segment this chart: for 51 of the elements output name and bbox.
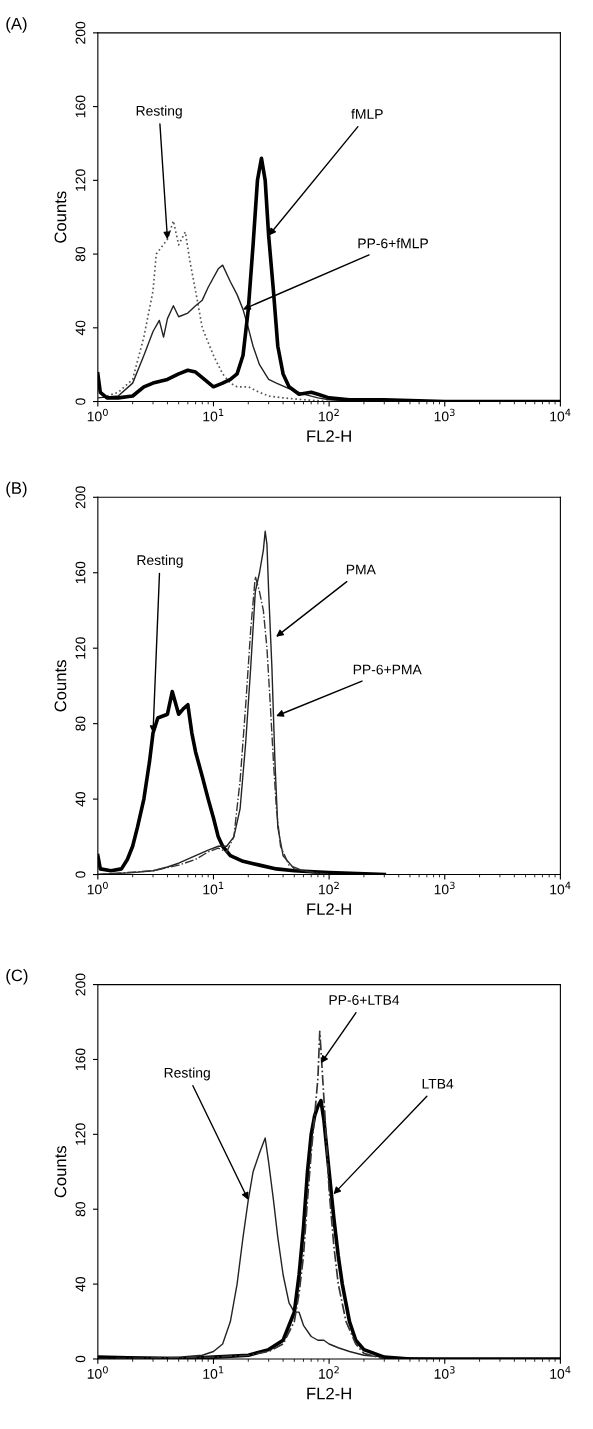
x-axis-title: FL2-H: [307, 430, 351, 442]
x-tick-label: 10$^{3}$: [434, 1366, 455, 1379]
x-tick-label: 10$^{1}$: [203, 1366, 224, 1379]
x-tick-label: 10$^{0}$: [87, 881, 108, 895]
annotation: LTB4: [422, 1079, 454, 1089]
y-tick-label: 200: [75, 973, 86, 996]
y-tick-label: 40: [75, 1276, 86, 1292]
x-axis-title: FL2-H: [307, 1387, 351, 1400]
y-tick-label: 80: [75, 716, 86, 731]
y-tick-label: 80: [75, 246, 86, 262]
x-axis-title: FL2-H: [307, 903, 351, 915]
y-tick-label: 200: [75, 486, 86, 509]
y-tick-label: 40: [75, 791, 86, 807]
x-tick-label: 10$^{1}$: [203, 408, 224, 422]
y-tick-label: 80: [75, 1202, 86, 1217]
x-tick-label: 10$^{4}$: [550, 881, 571, 895]
y-tick-label: 160: [75, 561, 86, 584]
x-tick-label: 10$^{4}$: [550, 1366, 571, 1379]
chart-title: (B): [6, 481, 27, 498]
x-tick-label: 10$^{4}$: [550, 408, 571, 422]
y-axis-title: Counts: [54, 191, 67, 243]
annotation: PMA: [346, 564, 376, 575]
y-axis-title: Counts: [54, 1145, 67, 1198]
y-tick-label: 200: [75, 21, 86, 44]
annotation: PP-6+LTB4: [329, 995, 400, 1005]
x-tick-label: 10$^{0}$: [87, 1366, 108, 1379]
y-tick-label: 120: [75, 1123, 86, 1145]
x-tick-label: 10$^{3}$: [434, 408, 455, 422]
x-tick-label: 10$^{3}$: [434, 881, 455, 895]
y-tick-label: 0: [75, 1355, 86, 1363]
annotation: fMLP: [351, 108, 383, 119]
annotation: Resting: [137, 554, 183, 568]
annotation: PP-6+fMLP: [358, 238, 428, 249]
x-tick-label: 10$^{2}$: [319, 881, 339, 895]
chart-title: (A): [6, 17, 27, 33]
y-tick-label: 40: [75, 320, 86, 336]
x-tick-label: 10$^{0}$: [87, 408, 108, 422]
annotation: Resting: [136, 105, 182, 119]
y-tick-label: 120: [75, 637, 86, 659]
y-tick-label: 0: [75, 871, 86, 878]
y-tick-label: 160: [75, 1048, 86, 1070]
annotation: Resting: [164, 1067, 210, 1081]
x-tick-label: 10$^{2}$: [319, 408, 339, 422]
x-tick-label: 10$^{1}$: [203, 881, 224, 895]
y-tick-label: 0: [75, 398, 86, 405]
y-tick-label: 120: [75, 169, 86, 191]
annotation: PP-6+PMA: [353, 664, 422, 675]
x-tick-label: 10$^{2}$: [319, 1366, 339, 1379]
y-axis-title: Counts: [54, 660, 67, 712]
y-tick-label: 160: [75, 95, 86, 118]
chart-title: (C): [6, 969, 28, 985]
